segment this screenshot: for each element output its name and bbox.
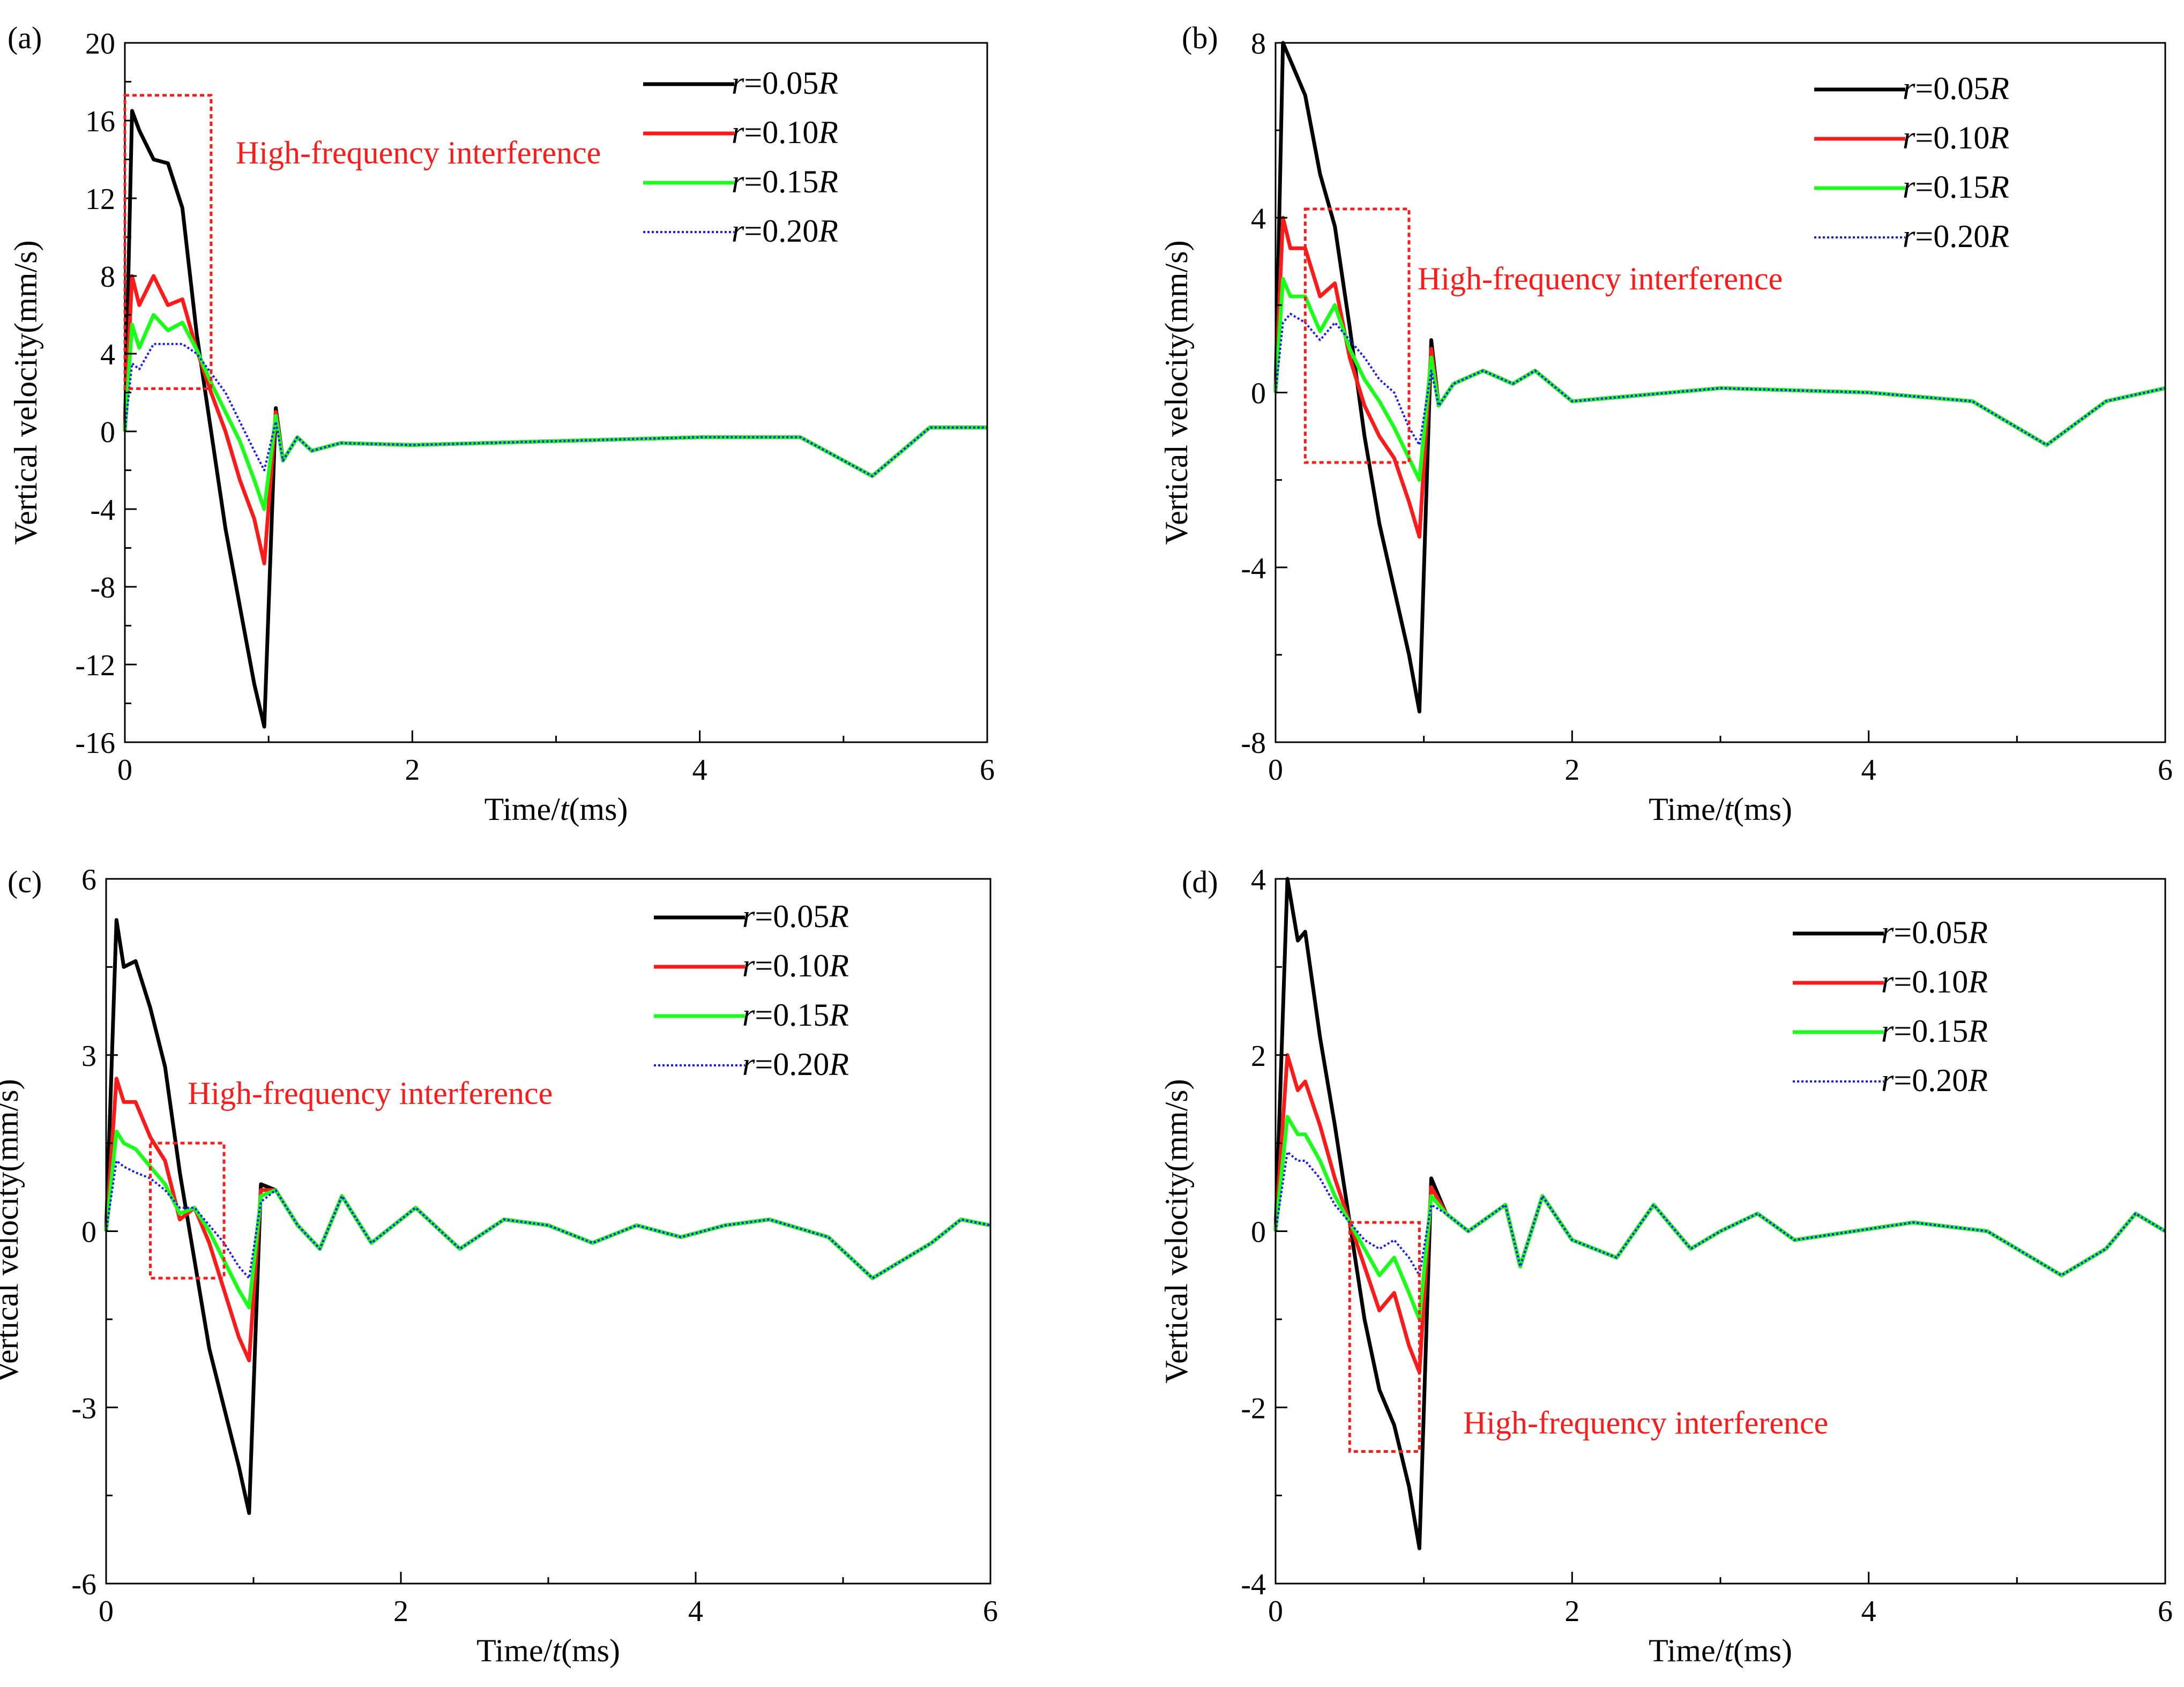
legend-label-4: r=0.20R xyxy=(742,1047,849,1082)
chart-panel-d: 0 2 4 6 -4 -2 0 2 4 Time/t(ms) Vertical velocity(m… xyxy=(1159,863,2173,1668)
series-line-4 xyxy=(1274,312,2166,446)
y-tick-label: 0 xyxy=(1251,1216,1266,1249)
plot-frame xyxy=(105,878,992,1585)
y-tick-label: 4 xyxy=(1251,863,1266,897)
y-axis-title: Vertical velocity(mm/s) xyxy=(1159,1079,1194,1383)
annotation-label: High-frequency interference xyxy=(236,135,601,170)
x-tick-label: 0 xyxy=(117,753,132,787)
x-tick-label: 6 xyxy=(980,753,995,787)
y-tick-label: 0 xyxy=(81,1216,96,1249)
chart-panel-a: 0 2 4 6 -16 -12 -8 -4 0 4 8 12 16 20 Time/t(ms) Vertica… xyxy=(8,20,995,827)
y-axis-title: Vertical velocity(mm/s) xyxy=(8,240,43,544)
legend-label-4: r=0.20R xyxy=(1881,1063,1988,1098)
y-tick-label: 12 xyxy=(85,183,115,216)
y-tick-label: 3 xyxy=(81,1040,96,1073)
x-tick-label: 0 xyxy=(1268,753,1283,787)
y-tick-label: 4 xyxy=(100,338,115,371)
y-tick-label: 8 xyxy=(1251,27,1266,61)
y-tick-label: -4 xyxy=(90,494,115,527)
series-line-2 xyxy=(1273,1053,2166,1374)
x-tick-label: 4 xyxy=(1861,753,1876,787)
y-tick-label: 4 xyxy=(1251,202,1266,235)
x-tick-label: 2 xyxy=(1564,1595,1579,1628)
x-tick-label: 6 xyxy=(983,1595,998,1628)
x-tick-label: 2 xyxy=(1564,753,1579,787)
series-line-1 xyxy=(1273,877,2166,1550)
x-tick-label: 4 xyxy=(1861,1595,1876,1628)
legend-label-2: r=0.10R xyxy=(1903,120,2009,155)
legend-label-4: r=0.20R xyxy=(1903,219,2009,254)
legend-label-3: r=0.15R xyxy=(1881,1013,1988,1049)
x-tick-label: 0 xyxy=(99,1595,114,1628)
y-tick-label: -4 xyxy=(1241,552,1266,585)
series-line-4 xyxy=(124,342,987,477)
series-line-3 xyxy=(104,1129,991,1310)
y-tick-label: 0 xyxy=(100,416,115,449)
legend-label-3: r=0.15R xyxy=(1903,169,2009,205)
series-line-3 xyxy=(1273,1115,2166,1322)
y-tick-label: 20 xyxy=(85,27,115,61)
y-tick-label: -3 xyxy=(71,1392,96,1425)
legend-label-3: r=0.15R xyxy=(742,997,849,1033)
legend-label-2: r=0.10R xyxy=(742,948,849,983)
series-line-2 xyxy=(123,274,987,565)
y-axis-title: Vertical velocity(mm/s) xyxy=(1159,240,1194,544)
y-tick-label: -16 xyxy=(75,727,115,760)
series-line-1 xyxy=(123,109,987,729)
y-tick-label: 6 xyxy=(81,863,96,897)
legend-label-1: r=0.05R xyxy=(1903,71,2009,106)
chart-panel-b: 0 2 4 6 -8 -4 0 4 8 Time/t(ms) Vertical velocity(m… xyxy=(1159,20,2173,827)
x-tick-label: 0 xyxy=(1268,1595,1283,1628)
x-axis-title: Time/t(ms) xyxy=(1649,1633,1792,1668)
x-tick-label: 4 xyxy=(688,1595,703,1628)
panel-label: (d) xyxy=(1182,864,1218,899)
interference-box xyxy=(1348,1221,1421,1453)
y-tick-label: -8 xyxy=(90,571,115,604)
interference-box xyxy=(1303,207,1411,464)
annotation-label: High-frequency interference xyxy=(1418,261,1783,296)
y-tick-label: -6 xyxy=(71,1568,96,1601)
interference-box xyxy=(123,94,213,390)
x-tick-label: 6 xyxy=(2158,753,2173,787)
y-tick-label: -2 xyxy=(1241,1392,1266,1425)
panel-label: (b) xyxy=(1182,20,1218,55)
series-line-3 xyxy=(1273,277,2166,482)
panel-label: (a) xyxy=(8,20,42,55)
y-tick-label: 0 xyxy=(1251,377,1266,410)
series-line-4 xyxy=(105,1160,991,1280)
x-tick-label: 2 xyxy=(405,753,420,787)
y-tick-label: -8 xyxy=(1241,727,1266,760)
series-line-2 xyxy=(104,1077,991,1363)
legend-label-3: r=0.15R xyxy=(732,164,838,199)
y-tick-label: 2 xyxy=(1251,1040,1266,1073)
x-axis-title: Time/t(ms) xyxy=(476,1633,620,1668)
x-tick-label: 2 xyxy=(393,1595,408,1628)
x-tick-label: 6 xyxy=(2158,1595,2173,1628)
annotation-label: High-frequency interference xyxy=(188,1076,553,1111)
legend-label-2: r=0.10R xyxy=(1881,964,1988,999)
y-tick-label: -12 xyxy=(75,649,115,682)
chart-panel-c: 0 2 4 6 -6 -3 0 3 6 Time/t(ms) Vertical velocity(m… xyxy=(0,863,998,1668)
legend-label-4: r=0.20R xyxy=(732,213,838,249)
panel-label: (c) xyxy=(8,864,42,899)
x-axis-title: Time/t(ms) xyxy=(1649,792,1792,827)
legend-label-1: r=0.05R xyxy=(1881,915,1988,950)
legend-label-1: r=0.05R xyxy=(742,899,849,934)
annotation-label: High-frequency interference xyxy=(1463,1405,1828,1440)
series-line-3 xyxy=(123,313,987,511)
x-axis-title: Time/t(ms) xyxy=(484,792,628,827)
y-tick-label: 8 xyxy=(100,260,115,294)
y-tick-label: -4 xyxy=(1241,1568,1266,1601)
legend-label-1: r=0.05R xyxy=(732,65,838,101)
y-axis-title: Vertical velocity(mm/s) xyxy=(0,1079,25,1383)
series-line-1 xyxy=(104,918,991,1515)
y-tick-label: 16 xyxy=(85,105,115,138)
x-tick-label: 4 xyxy=(692,753,707,787)
legend-label-2: r=0.10R xyxy=(732,115,838,150)
